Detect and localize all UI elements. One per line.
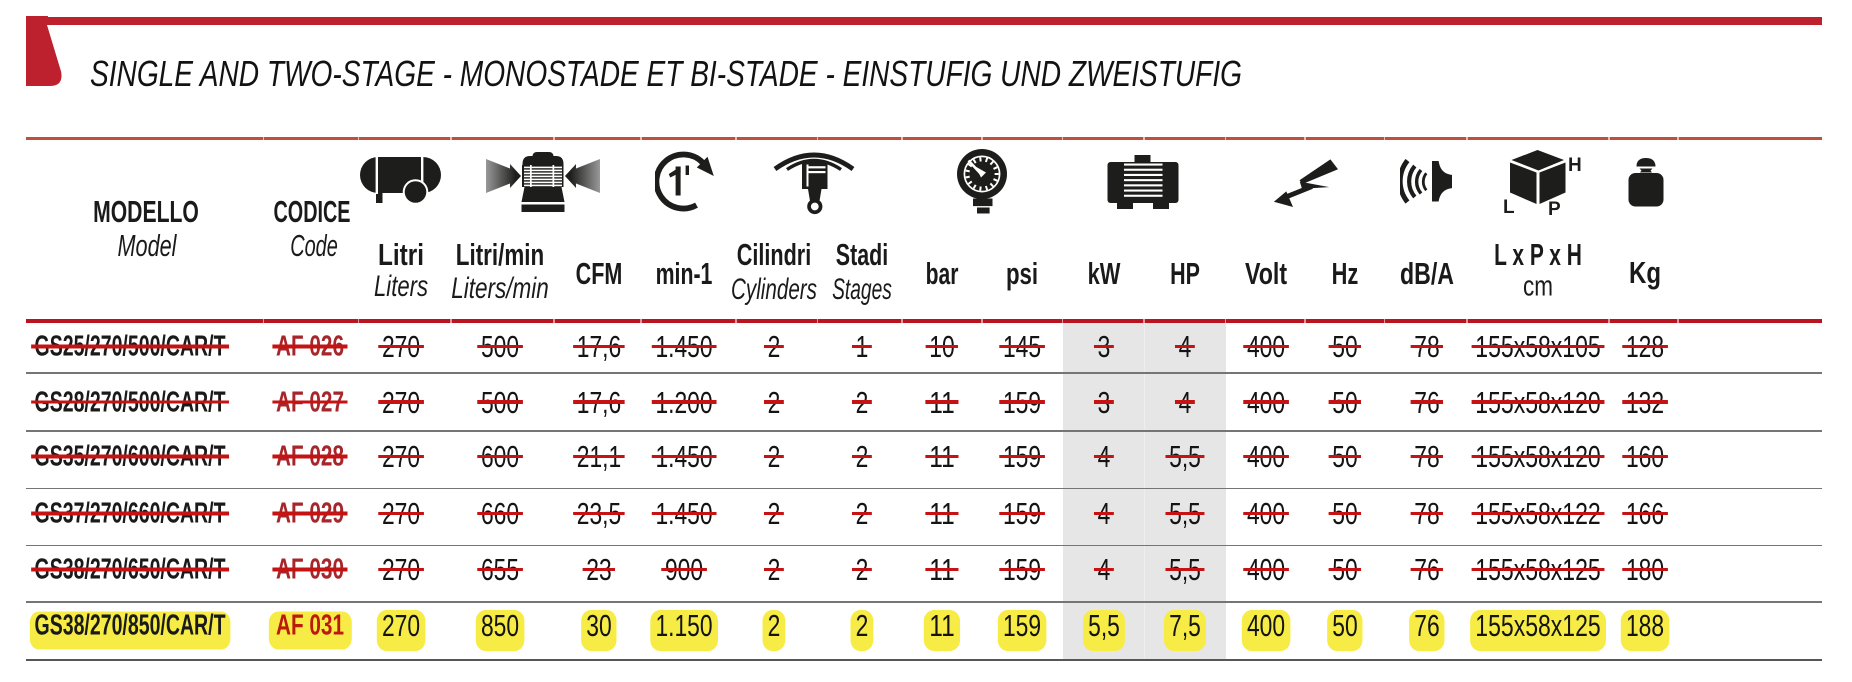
- svg-text:P: P: [1548, 199, 1561, 215]
- svg-text:L: L: [1503, 197, 1515, 215]
- svg-text:H: H: [1568, 155, 1582, 176]
